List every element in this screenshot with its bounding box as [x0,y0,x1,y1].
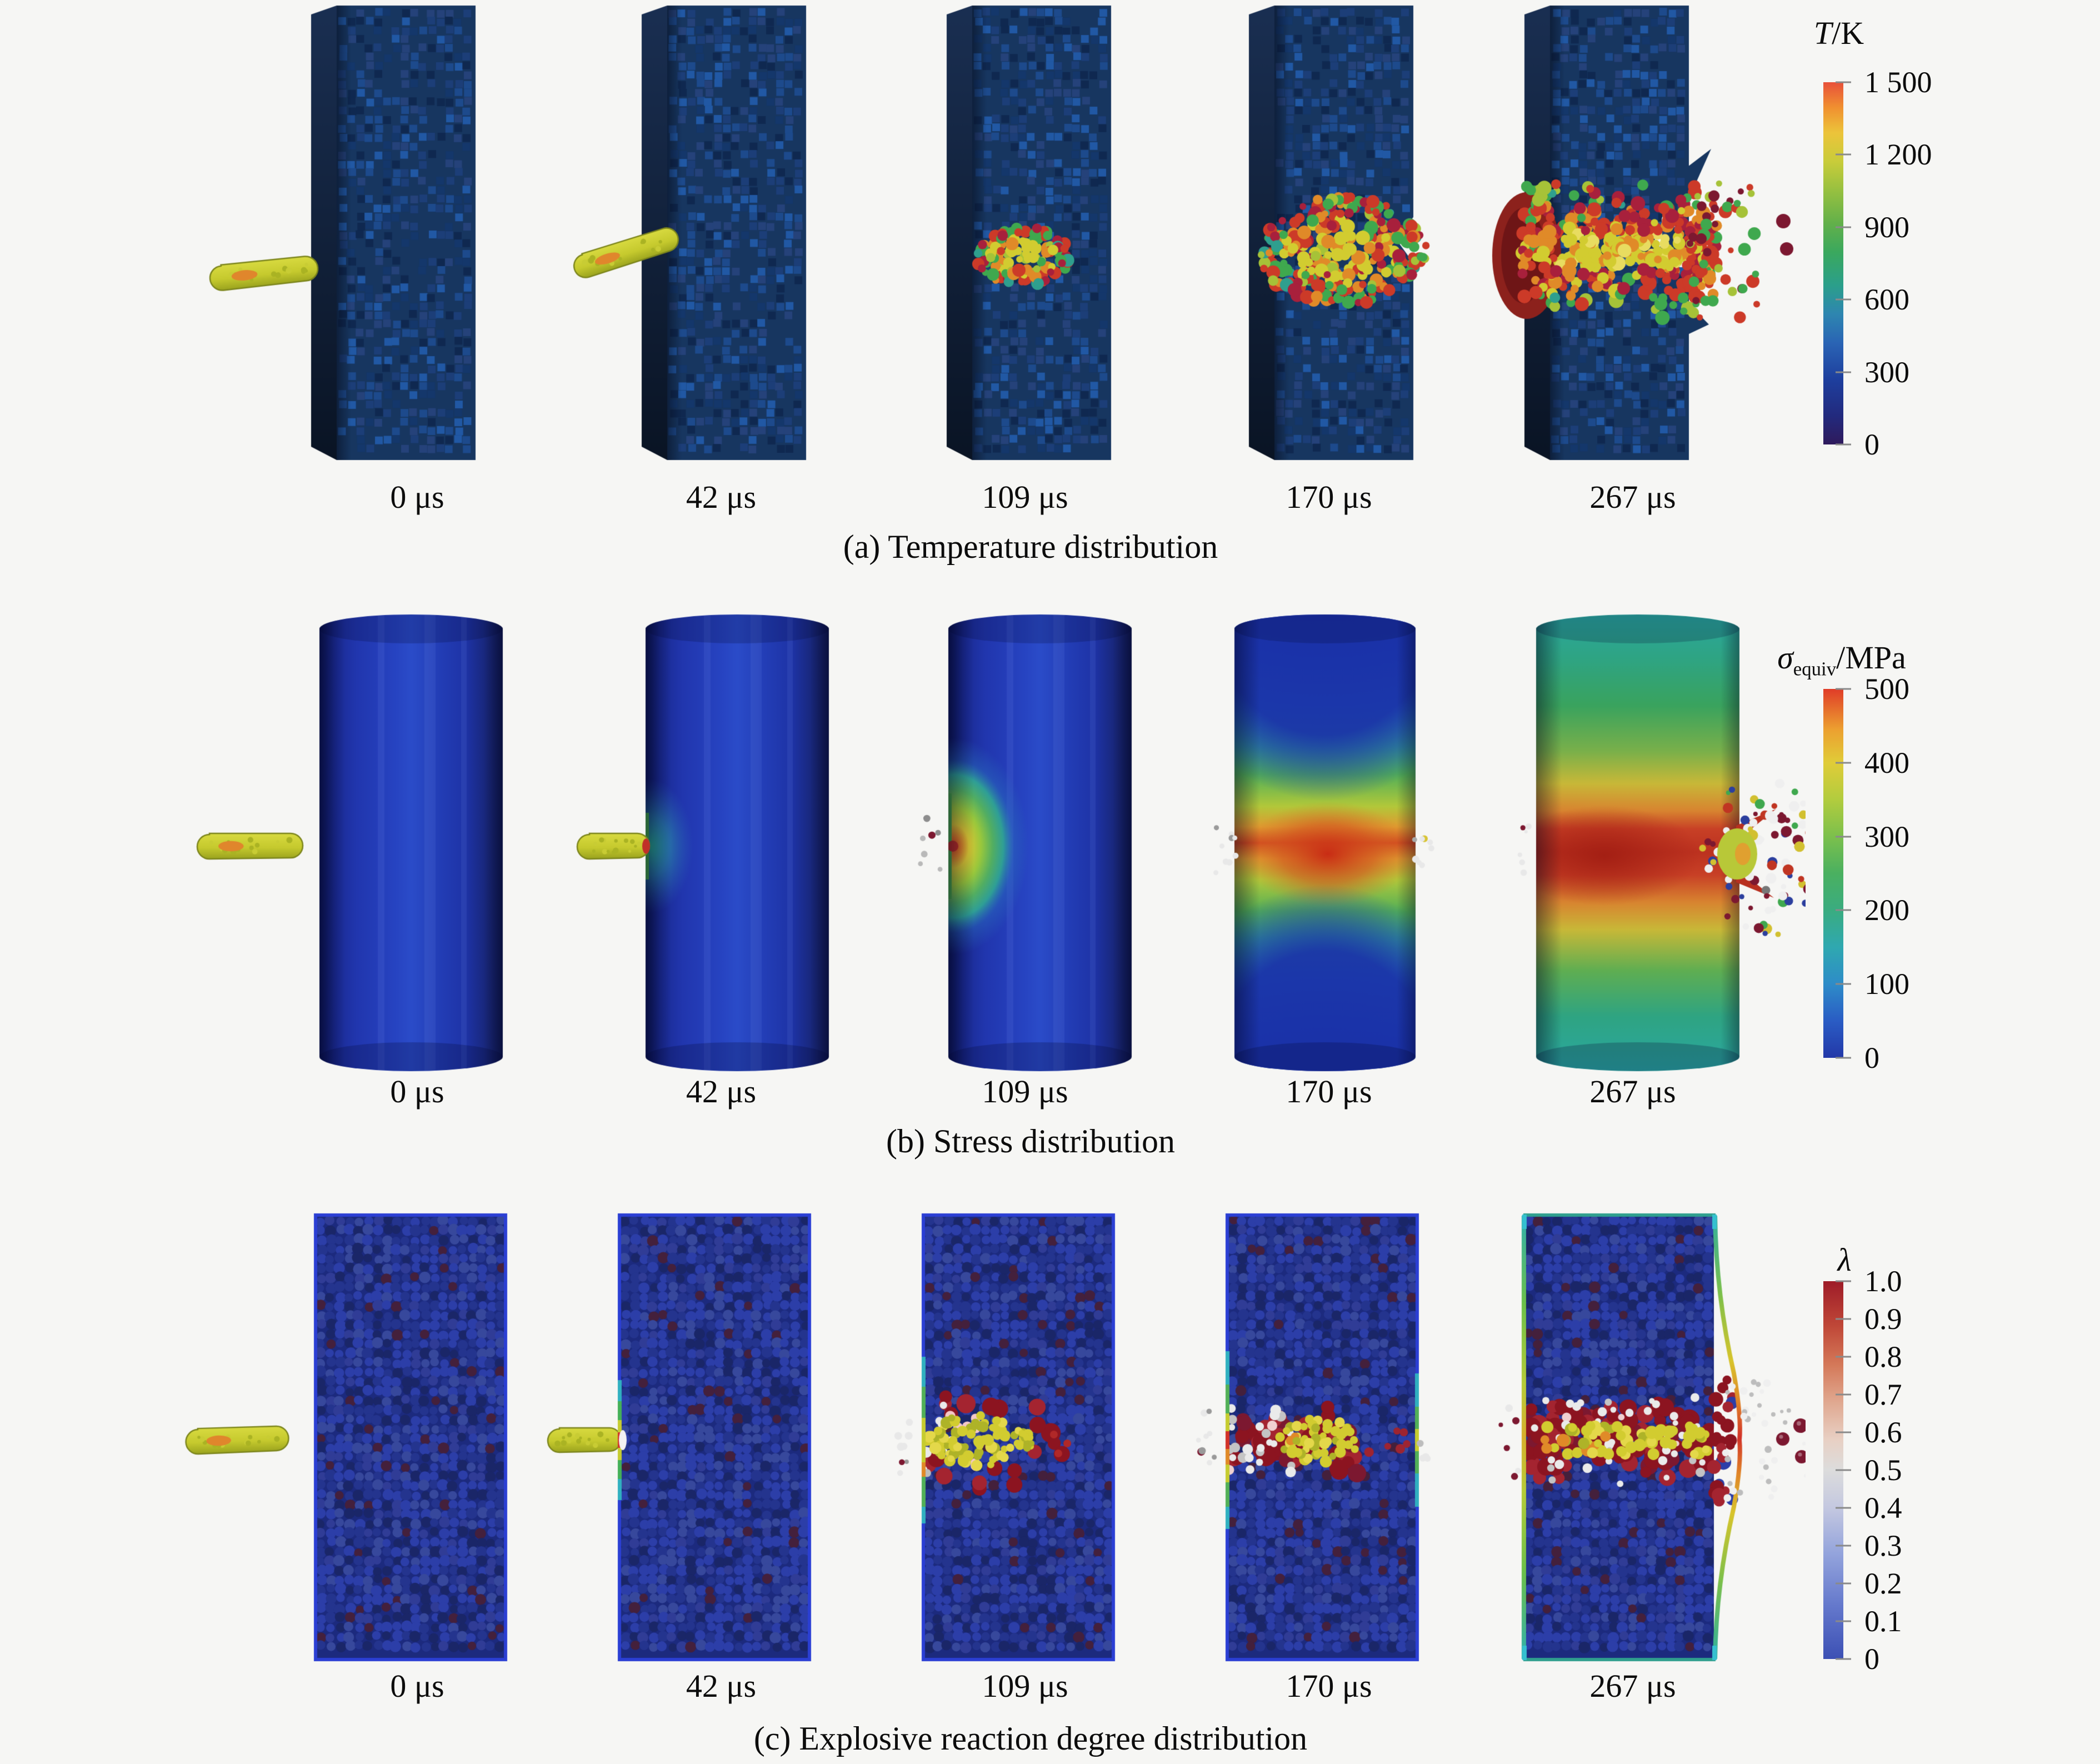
time-label: 42 μs [686,479,757,515]
tick-label: 300 [1843,354,1971,390]
colorbar-ticks-stress: 500 400 300 200 100 0 [1843,671,1971,1076]
time-label: 109 μs [982,1668,1068,1704]
row-caption-reaction: (c) Explosive reaction degree distributi… [753,1720,1308,1757]
time-label: 109 μs [982,479,1068,515]
tick-label: 0.6 [1843,1415,1971,1450]
tick-label: 500 [1843,671,1971,707]
time-label: 0 μs [390,1668,444,1704]
temperature-row-panels [167,0,1806,475]
time-label: 170 μs [1286,479,1372,515]
reaction-row-panels [167,1206,1806,1666]
tick-label: 0.2 [1843,1566,1971,1601]
tick-label: 0.4 [1843,1490,1971,1526]
tick-label: 300 [1843,819,1971,854]
colorbar-title-symbol: σ [1777,639,1793,676]
tick-label: 1 500 [1843,64,1971,100]
time-label: 0 μs [390,1073,444,1110]
time-label: 42 μs [686,1668,757,1704]
time-label: 42 μs [686,1073,757,1110]
colorbar-ticks-reaction: 1.0 0.9 0.8 0.7 0.6 0.5 0.4 0.3 0.2 0.1 … [1843,1263,1971,1677]
tick-label: 0.7 [1843,1377,1971,1412]
time-label: 267 μs [1589,1073,1676,1110]
colorbar-ticks-temperature: 1 500 1 200 900 600 300 0 [1843,64,1971,462]
colorbar-temperature [1823,82,1843,444]
colorbar-title-symbol: T [1813,15,1832,51]
colorbar-stress [1823,689,1843,1058]
tick-label: 1 200 [1843,137,1971,172]
time-label: 267 μs [1589,1668,1676,1704]
time-label: 267 μs [1589,479,1676,515]
tick-label: 0.3 [1843,1528,1971,1563]
colorbar-title-subscript: equiv [1793,658,1837,680]
tick-label: 0.5 [1843,1452,1971,1488]
tick-label: 600 [1843,282,1971,317]
tick-label: 0.1 [1843,1603,1971,1639]
row-caption-temperature: (a) Temperature distribution [843,528,1218,565]
time-label: 0 μs [390,479,444,515]
tick-label: 100 [1843,966,1971,1002]
colorbar-title-unit: /K [1832,15,1864,51]
stress-row-panels [167,606,1806,1075]
tick-label: 200 [1843,892,1971,928]
tick-label: 1.0 [1843,1263,1971,1299]
tick-label: 0.9 [1843,1301,1971,1337]
tick-label: 0 [1843,427,1971,462]
tick-label: 0.8 [1843,1339,1971,1375]
colorbar-title-unit: /MPa [1836,639,1906,676]
tick-label: 0 [1843,1040,1971,1076]
colorbar-title-temperature: T/K [1814,14,1864,52]
row-caption-stress: (b) Stress distribution [886,1123,1175,1160]
time-label: 109 μs [982,1073,1068,1110]
tick-label: 400 [1843,745,1971,781]
tick-label: 0 [1843,1641,1971,1677]
time-label: 170 μs [1286,1668,1372,1704]
colorbar-title-stress: σequiv/MPa [1777,639,1906,681]
time-label: 170 μs [1286,1073,1372,1110]
tick-label: 900 [1843,209,1971,245]
